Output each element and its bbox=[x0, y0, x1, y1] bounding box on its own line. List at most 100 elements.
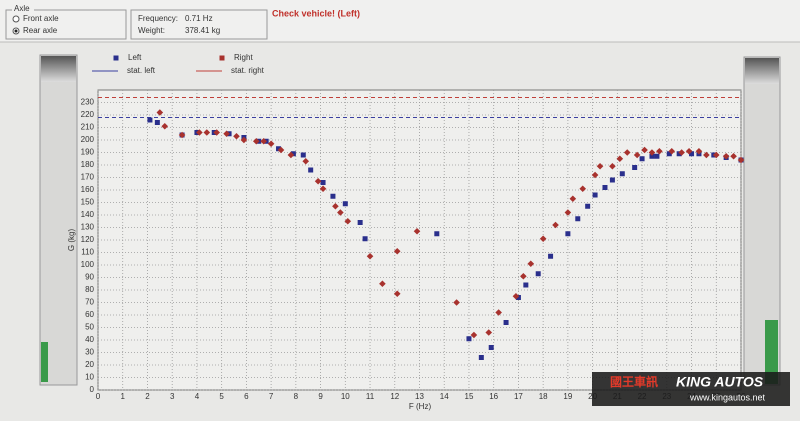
point bbox=[233, 132, 240, 140]
point bbox=[609, 177, 615, 183]
point bbox=[596, 162, 604, 170]
x-tick-label: 13 bbox=[415, 392, 424, 401]
x-tick-label: 11 bbox=[366, 392, 375, 401]
point bbox=[488, 345, 494, 350]
point bbox=[678, 149, 685, 156]
y-tick-label: 120 bbox=[81, 235, 95, 244]
point bbox=[302, 157, 310, 165]
point bbox=[314, 177, 322, 185]
point bbox=[539, 235, 547, 243]
radio-dot bbox=[14, 29, 18, 33]
point bbox=[332, 202, 339, 210]
point bbox=[515, 295, 521, 300]
point bbox=[466, 336, 472, 342]
point bbox=[213, 129, 221, 136]
watermark-bg bbox=[592, 372, 790, 406]
y-tick-label: 50 bbox=[85, 323, 94, 332]
gauge-cap bbox=[41, 56, 76, 82]
y-tick-label: 200 bbox=[81, 135, 95, 144]
x-tick-label: 0 bbox=[96, 392, 101, 401]
legend-label: Right bbox=[234, 53, 253, 62]
x-tick-label: 3 bbox=[170, 392, 175, 401]
radio-label[interactable]: Front axle bbox=[23, 14, 59, 23]
point bbox=[290, 151, 296, 157]
radio[interactable] bbox=[12, 15, 20, 23]
point bbox=[656, 147, 663, 155]
point bbox=[161, 122, 169, 130]
y-tick-label: 170 bbox=[81, 173, 95, 182]
point bbox=[308, 167, 314, 173]
point bbox=[379, 280, 386, 288]
left-gauge bbox=[39, 54, 78, 386]
y-tick-label: 60 bbox=[85, 310, 94, 319]
point bbox=[722, 152, 730, 160]
y-tick-label: 40 bbox=[85, 335, 94, 344]
x-tick-label: 2 bbox=[145, 392, 150, 401]
point bbox=[575, 216, 581, 222]
x-tick-label: 6 bbox=[244, 392, 249, 401]
y-tick-label: 0 bbox=[90, 385, 95, 394]
x-tick-label: 9 bbox=[318, 392, 323, 401]
x-tick-label: 5 bbox=[219, 392, 224, 401]
group-label-bg bbox=[12, 3, 34, 13]
watermark-brand: KING AUTOS bbox=[676, 374, 764, 390]
y-tick-label: 180 bbox=[81, 160, 95, 169]
point bbox=[689, 151, 695, 157]
point bbox=[569, 195, 577, 203]
axle-group-box bbox=[5, 9, 127, 40]
legend-label: Left bbox=[128, 53, 142, 62]
point bbox=[632, 165, 638, 170]
point bbox=[703, 151, 710, 159]
point bbox=[470, 331, 478, 339]
legend-label: stat. left bbox=[127, 66, 156, 75]
point bbox=[585, 203, 591, 209]
point bbox=[178, 131, 186, 139]
x-tick-label: 10 bbox=[341, 392, 350, 401]
frequency-label: Frequency: bbox=[138, 14, 178, 23]
point bbox=[337, 209, 344, 216]
point bbox=[503, 320, 509, 325]
point bbox=[695, 147, 703, 155]
y-tick-label: 90 bbox=[85, 273, 94, 282]
point bbox=[319, 185, 327, 193]
y-tick-label: 190 bbox=[81, 148, 95, 157]
watermark: 國王車訊 KING AUTOS www.kingautos.net bbox=[592, 372, 790, 406]
point bbox=[196, 129, 203, 136]
y-tick-label: 110 bbox=[81, 248, 94, 257]
y-axis-title: G (kg) bbox=[67, 229, 76, 252]
legend-swatch bbox=[113, 55, 119, 61]
x-tick-label: 15 bbox=[465, 392, 474, 401]
point bbox=[666, 151, 672, 157]
y-tick-label: 70 bbox=[85, 298, 94, 307]
point bbox=[648, 149, 656, 156]
point bbox=[523, 282, 529, 288]
point bbox=[712, 151, 720, 159]
point bbox=[591, 171, 599, 179]
point bbox=[609, 162, 616, 170]
point bbox=[434, 231, 440, 237]
point bbox=[366, 252, 374, 260]
point bbox=[654, 153, 660, 159]
point bbox=[535, 271, 541, 277]
point bbox=[730, 152, 737, 160]
x-tick-label: 1 bbox=[121, 392, 126, 401]
watermark-cn: 國王車訊 bbox=[610, 374, 658, 389]
gauge-level bbox=[41, 342, 48, 382]
point bbox=[485, 329, 493, 336]
y-tick-label: 20 bbox=[85, 360, 94, 369]
point bbox=[616, 155, 624, 163]
x-tick-label: 17 bbox=[514, 392, 523, 401]
point bbox=[413, 227, 421, 235]
x-tick-label: 8 bbox=[294, 392, 299, 401]
x-tick-label: 16 bbox=[489, 392, 498, 401]
y-tick-label: 230 bbox=[81, 98, 95, 107]
axle-group-label: Axle bbox=[14, 4, 30, 13]
point bbox=[393, 290, 401, 298]
y-tick-label: 130 bbox=[81, 223, 95, 232]
point bbox=[602, 185, 608, 190]
weight-value: 378.41 kg bbox=[185, 26, 220, 35]
point bbox=[287, 151, 295, 159]
point bbox=[564, 209, 572, 216]
radio-label[interactable]: Rear axle bbox=[23, 26, 58, 35]
